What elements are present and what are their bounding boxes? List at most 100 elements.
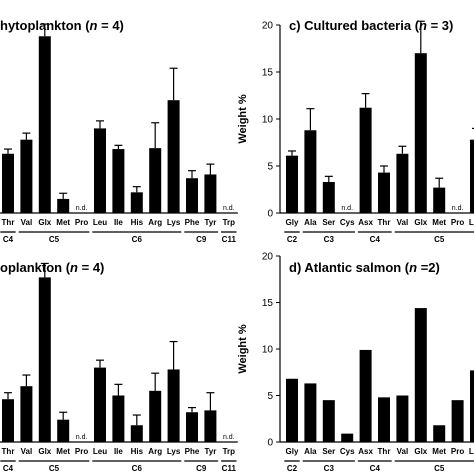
panel-d: d) Atlantic salmon (n =2) 0 5 10 15 20 Weight … [237,252,474,473]
title-part: c) Cultured bacteria ( [289,18,420,33]
bar-gly [286,155,298,213]
x-tick-label: Gly [286,447,299,456]
panel-title: c) Cultured bacteria (n = 3) [289,18,453,33]
bar-asx [359,107,372,213]
group-label: C11 [222,235,237,244]
nd-label: n.d. [452,205,464,212]
nd-label: n.d. [223,434,235,441]
x-tick-label: Glx [38,218,51,227]
x-tick-label: Thr [2,218,15,227]
group-label: C4 [370,235,381,244]
group-label: C4 [3,235,14,244]
bar-cys [341,433,354,442]
x-tick-label: Val [21,218,33,227]
nd-label: n.d. [341,205,353,212]
title-part: = 4) [78,260,104,275]
y-tick-label: 5 [267,162,273,173]
x-tick-label: Tyr [204,218,216,227]
group-label: C2 [287,235,298,244]
x-tick-label: Thr [378,447,391,456]
title-part: n [409,260,417,275]
title-part: d) Atlantic salmon ( [289,260,410,275]
nd-label: n.d. [76,205,88,212]
y-tick-label: 0 [267,438,273,449]
bar-phe [186,412,198,442]
bar-ser [322,400,335,442]
bar-leu [94,128,106,213]
bar-val [20,386,33,442]
y-tick-label: 20 [262,21,274,32]
panel-title: oplankton (n = 4) [0,260,104,275]
y-tick-label: 20 [262,252,274,263]
x-tick-label: Pro [75,447,88,456]
y-axis-label: Weight % [237,324,249,374]
group-label: C5 [434,235,445,244]
bar-met [433,187,446,213]
x-tick-label: Val [397,218,409,227]
group-label: C9 [196,235,207,244]
x-tick-label: Lys [167,447,181,456]
bar-met [433,425,446,442]
bar-val [20,139,33,213]
group-label: C6 [132,235,143,244]
x-tick-label: Met [56,218,70,227]
panel-title: hytoplankton (n = 4) [0,18,124,33]
x-tick-label: Trp [223,447,236,456]
x-tick-label: His [131,447,144,456]
bar-thr [378,397,390,442]
x-tick-label: Glx [38,447,51,456]
x-tick-label: Arg [148,447,162,456]
bar-leu [470,370,474,442]
bar-glx [38,277,51,442]
bar-ile [112,149,125,213]
x-tick-label: Ser [322,218,335,227]
title-part: oplankton ( [0,260,71,275]
x-tick-label: His [131,218,144,227]
panel-b: oplankton (n = 4) Thr Val Glx Met n.d. Pro Leu I… [0,260,238,473]
bar-glx [414,308,427,442]
x-tick-label: Ile [114,447,123,456]
bar-val [396,395,409,442]
x-tick-label: Trp [223,218,236,227]
panel-c: c) Cultured bacteria (n = 3) 0 5 10 15 20 Weig… [237,18,474,244]
x-tick-label: Glx [414,447,427,456]
title-part: = 4) [98,18,124,33]
x-tick-label: Asx [358,218,373,227]
x-tick-label: Ala [304,447,317,456]
title-part: n [70,260,78,275]
group-label: C11 [222,464,237,473]
panel-a: hytoplankton (n = 4) Thr Val Glx Met n.d. Pro L… [0,18,238,244]
bar-ser [322,181,335,213]
bar-ala [304,130,317,213]
bar-phe [186,178,198,213]
group-label: C4 [3,464,14,473]
group-label: C2 [287,464,298,473]
bar-tyr [204,174,217,213]
x-tick-label: Ala [304,218,317,227]
title-part: n [90,18,98,33]
title-part: = 3) [427,18,453,33]
x-tick-label: Phe [185,447,200,456]
x-tick-label: Gly [286,218,299,227]
x-tick-label: Thr [378,218,391,227]
bar-his [130,192,143,213]
bar-met [57,419,70,442]
y-tick-label: 10 [262,345,274,356]
group-label: C3 [324,235,335,244]
bar-glx [38,36,51,213]
group-label: C3 [324,464,335,473]
x-tick-label: Leu [93,218,107,227]
bar-ala [304,383,317,442]
y-tick-label: 5 [267,391,273,402]
nd-label: n.d. [76,434,88,441]
x-tick-label: Ser [322,447,335,456]
x-tick-label: Lys [167,218,181,227]
bar-glx [414,53,427,214]
bar-his [130,425,143,442]
x-tick-label: Glx [414,218,427,227]
x-tick-label: Pro [451,447,464,456]
x-tick-label: Leu [469,447,474,456]
bar-arg [149,390,162,442]
bar-leu [470,139,474,213]
